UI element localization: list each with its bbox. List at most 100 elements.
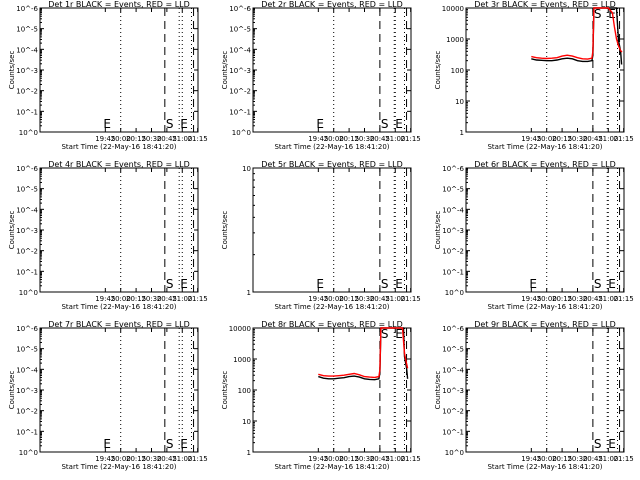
- x-axis-label: Start Time (22-May-16 18:41:20): [487, 143, 602, 151]
- x-tick-label: 20:45: [583, 295, 603, 303]
- plot-frame: [252, 327, 412, 453]
- y-tick-label: 10^0: [445, 449, 464, 457]
- x-tick-label: 21:00: [172, 135, 192, 143]
- x-tick-label: 21:15: [614, 295, 634, 303]
- panel-title: Det 6r BLACK = Events, RED = LLD: [474, 160, 616, 169]
- x-tick-label: 20:30: [567, 135, 587, 143]
- x-axis-label: Start Time (22-May-16 18:41:20): [274, 303, 389, 311]
- y-tick-label: 10^-2: [16, 88, 38, 96]
- x-tick-label: 21:15: [401, 295, 421, 303]
- y-tick-label: 10^-5: [16, 186, 38, 194]
- marker-label-e: E: [316, 277, 324, 291]
- y-axis-label: Counts/sec: [221, 371, 229, 410]
- x-tick-label: 21:00: [172, 455, 192, 463]
- detector-panel-7: Det 7r BLACK = Events, RED = LLD19:4520:…: [8, 320, 208, 471]
- x-tick-label: 21:00: [598, 295, 618, 303]
- x-axis-label: Start Time (22-May-16 18:41:20): [274, 143, 389, 151]
- y-tick-label: 10^-4: [442, 206, 464, 214]
- x-tick-label: 19:45: [521, 455, 541, 463]
- y-tick-label: 10^-1: [16, 268, 38, 276]
- x-axis-label: Start Time (22-May-16 18:41:20): [487, 303, 602, 311]
- x-tick-label: 20:15: [339, 135, 359, 143]
- x-axis-label: Start Time (22-May-16 18:41:20): [61, 303, 176, 311]
- y-tick-label: 10^0: [232, 129, 251, 137]
- events-series-line: [318, 327, 409, 381]
- marker-label-e: E: [529, 277, 537, 291]
- y-tick-label: 10^-1: [442, 428, 464, 436]
- panel-title: Det 7r BLACK = Events, RED = LLD: [48, 320, 190, 329]
- y-tick-label: 100: [238, 387, 251, 395]
- detector-panel-4: Det 4r BLACK = Events, RED = LLD19:4520:…: [8, 160, 208, 311]
- panel-title: Det 1r BLACK = Events, RED = LLD: [48, 0, 190, 9]
- y-tick-label: 10^-6: [442, 165, 464, 173]
- x-tick-label: 20:00: [324, 295, 344, 303]
- panel-title: Det 4r BLACK = Events, RED = LLD: [48, 160, 190, 169]
- plot-frame: [465, 327, 625, 453]
- detector-panel-9: Det 9r BLACK = Events, RED = LLD 19:45 20:…: [434, 320, 634, 471]
- x-tick-label: 20:00: [324, 455, 344, 463]
- x-tick-label: 19:45: [308, 455, 328, 463]
- y-tick-label: 10: [242, 165, 251, 173]
- x-tick-label: 21:00: [385, 135, 405, 143]
- x-tick-label: 20:00: [111, 135, 131, 143]
- y-tick-label: 1: [460, 129, 464, 137]
- marker-label-s: S: [166, 117, 174, 131]
- x-tick-label: 19:45: [521, 135, 541, 143]
- x-axis-label: Start Time (22-May-16 18:41:20): [61, 463, 176, 471]
- panel-title: Det 3r BLACK = Events, RED = LLD: [474, 0, 616, 9]
- y-tick-label: 1: [247, 449, 251, 457]
- x-tick-label: 20:30: [567, 455, 587, 463]
- y-tick-label: 1000: [446, 36, 464, 44]
- y-axis-label: Counts/sec: [221, 51, 229, 90]
- x-tick-label: 20:45: [370, 295, 390, 303]
- x-tick-label: 20:45: [157, 455, 177, 463]
- y-tick-label: 10: [455, 98, 464, 106]
- y-tick-label: 10^-5: [229, 26, 251, 34]
- marker-label-s: S: [166, 437, 174, 451]
- y-tick-label: 10^0: [19, 449, 38, 457]
- marker-label-s: S: [594, 7, 602, 21]
- y-axis-label: Counts/sec: [221, 211, 229, 250]
- y-tick-label: 1: [247, 289, 251, 297]
- x-tick-label: 20:15: [552, 135, 572, 143]
- x-tick-label: 21:15: [401, 135, 421, 143]
- marker-label-e: E: [180, 117, 188, 131]
- y-tick-label: 10^-1: [16, 428, 38, 436]
- y-tick-label: 10^-6: [16, 325, 38, 333]
- y-tick-label: 10^-6: [16, 165, 38, 173]
- x-tick-label: 20:45: [583, 455, 603, 463]
- marker-label-e: E: [316, 117, 324, 131]
- events-series-line: [531, 7, 623, 65]
- x-tick-label: 20:30: [354, 135, 374, 143]
- y-tick-label: 10^-1: [229, 108, 251, 116]
- y-tick-label: 10^-2: [229, 88, 251, 96]
- x-tick-label: 20:15: [552, 295, 572, 303]
- marker-label-e: E: [103, 437, 111, 451]
- x-tick-label: 19:45: [308, 295, 328, 303]
- y-tick-label: 10^-3: [442, 227, 464, 235]
- x-tick-label: 21:00: [172, 295, 192, 303]
- y-tick-label: 10^-6: [442, 325, 464, 333]
- detector-panel-6: Det 6r BLACK = Events, RED = LLD19:4520:…: [434, 160, 634, 311]
- x-axis-label: Start Time (22-May-16 18:41:20): [274, 463, 389, 471]
- x-tick-label: 21:00: [598, 135, 618, 143]
- x-tick-label: 21:15: [188, 135, 208, 143]
- x-tick-label: 20:45: [370, 135, 390, 143]
- plot-frame: [465, 7, 625, 133]
- y-tick-label: 10^-4: [16, 206, 38, 214]
- y-tick-label: 10000: [442, 5, 464, 13]
- marker-label-e: E: [395, 277, 403, 291]
- lld-series-line: [318, 327, 409, 379]
- y-tick-label: 10^-4: [16, 366, 38, 374]
- x-tick-label: 20:15: [339, 295, 359, 303]
- x-tick-label: 21:00: [598, 455, 618, 463]
- detector-panel-3: Det 3r BLACK = Events, RED = LLD 19:45 20:…: [434, 0, 634, 151]
- x-tick-label: 19:45: [308, 135, 328, 143]
- panel-title: Det 8r BLACK = Events, RED = LLD: [261, 320, 403, 329]
- detector-panel-1: Det 1r BLACK = Events, RED = LLD19:4520:…: [8, 0, 208, 151]
- plot-frame: [252, 167, 412, 293]
- marker-label-e: E: [395, 327, 403, 341]
- panel-title: Det 9r BLACK = Events, RED = LLD: [474, 320, 616, 329]
- y-tick-label: 10^-6: [229, 5, 251, 13]
- panel-title: Det 2r BLACK = Events, RED = LLD: [261, 0, 403, 9]
